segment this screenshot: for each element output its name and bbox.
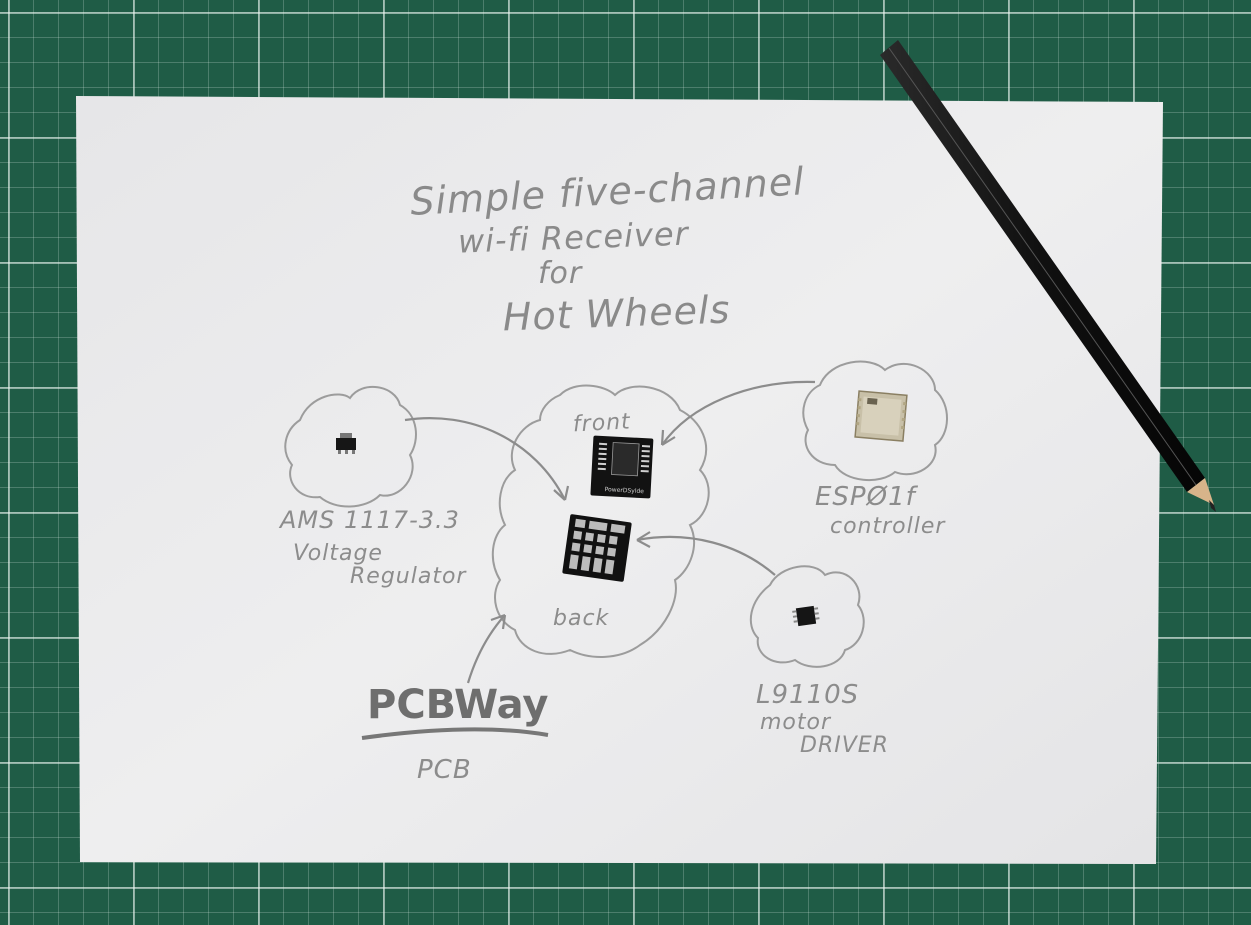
- label-brand: PCBWay: [367, 682, 549, 728]
- esp01f-chip: [854, 390, 908, 442]
- arrows: [404, 380, 816, 684]
- label-front: front: [572, 409, 631, 437]
- label-controller-name: ESPØ1f: [815, 482, 919, 512]
- regulator-cloud: [284, 385, 417, 508]
- label-driver-name: L9110S: [756, 680, 859, 710]
- title-line-2: wi-fi Receiver: [457, 215, 690, 261]
- label-regulator-desc1: Voltage: [293, 541, 383, 566]
- label-back: back: [553, 606, 610, 631]
- center-cloud: [491, 384, 710, 658]
- label-driver-desc1: motor: [760, 710, 832, 735]
- pcb-back: [562, 514, 632, 582]
- brand-underline: [361, 727, 549, 740]
- driver-cloud: [749, 565, 865, 668]
- pencil: [880, 40, 1216, 512]
- pcb-silk-label: PowerDSylde: [605, 486, 645, 495]
- label-brand-sub: PCB: [417, 755, 472, 785]
- pcb-front: PowerDSylde: [590, 435, 654, 499]
- label-regulator-name: AMS 1117-3.3: [278, 506, 460, 534]
- label-regulator-desc2: Regulator: [350, 564, 467, 589]
- l9110s-chip: [792, 605, 820, 627]
- title-line-3: for: [538, 256, 583, 291]
- title-line-4: Hot Wheels: [502, 287, 731, 339]
- label-controller-desc: controller: [830, 514, 946, 539]
- controller-cloud: [802, 360, 948, 482]
- label-driver-desc2: DRIVER: [800, 733, 889, 758]
- ams1117-chip: [336, 433, 356, 454]
